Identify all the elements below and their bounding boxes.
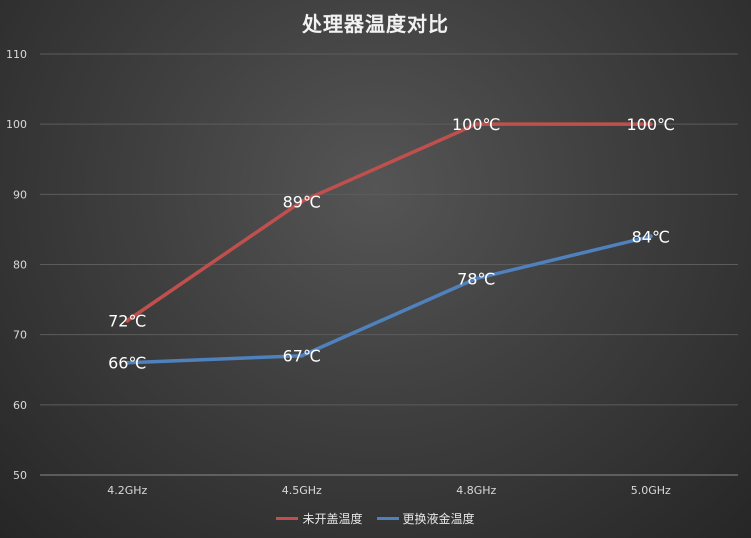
x-tick-label-4: 5.0GHz bbox=[631, 484, 671, 497]
data-label-series-1-2: 89℃ bbox=[283, 192, 321, 211]
y-tick-label-80: 80 bbox=[13, 259, 27, 272]
data-point-series-1-4 bbox=[648, 122, 653, 127]
data-label-series-2-1: 66℃ bbox=[108, 354, 146, 373]
data-label-series-2-4: 84℃ bbox=[632, 227, 670, 246]
data-point-series-1-3 bbox=[474, 122, 479, 127]
legend-item-series-2[interactable]: 更换液金温度 bbox=[376, 510, 475, 527]
series-line-2 bbox=[125, 234, 653, 365]
series-line-1 bbox=[125, 122, 653, 323]
data-label-series-1-4: 100℃ bbox=[626, 115, 675, 134]
y-tick-label-90: 90 bbox=[13, 188, 27, 201]
x-tick-label-2: 4.5GHz bbox=[282, 484, 322, 497]
legend-label-series-2: 更换液金温度 bbox=[402, 512, 475, 526]
legend-item-series-1[interactable]: 未开盖温度 bbox=[276, 510, 363, 527]
data-label-series-1-1: 72℃ bbox=[108, 312, 146, 331]
data-label-series-2-2: 67℃ bbox=[283, 347, 321, 366]
data-point-series-1-1 bbox=[125, 318, 130, 323]
chart-title: 处理器温度对比 bbox=[302, 12, 449, 36]
data-point-series-1-2 bbox=[299, 199, 304, 204]
data-label-series-1-3: 100℃ bbox=[452, 115, 501, 134]
legend-swatch-series-2 bbox=[376, 517, 399, 520]
legend: 未开盖温度 更换液金温度 bbox=[0, 510, 751, 527]
data-point-series-2-2 bbox=[299, 353, 304, 358]
data-point-series-2-1 bbox=[125, 360, 130, 365]
data-point-series-2-3 bbox=[474, 276, 479, 281]
y-tick-label-100: 100 bbox=[6, 118, 27, 131]
legend-swatch-series-1 bbox=[276, 517, 299, 520]
legend-label-series-1: 未开盖温度 bbox=[302, 512, 363, 526]
data-point-series-2-4 bbox=[648, 234, 653, 239]
y-tick-label-60: 60 bbox=[13, 399, 27, 412]
data-label-series-2-3: 78℃ bbox=[457, 270, 495, 289]
y-tick-label-110: 110 bbox=[6, 48, 27, 61]
y-tick-label-50: 50 bbox=[13, 469, 27, 482]
x-tick-label-3: 4.8GHz bbox=[456, 484, 496, 497]
y-tick-label-70: 70 bbox=[13, 329, 27, 342]
x-tick-label-1: 4.2GHz bbox=[107, 484, 147, 497]
